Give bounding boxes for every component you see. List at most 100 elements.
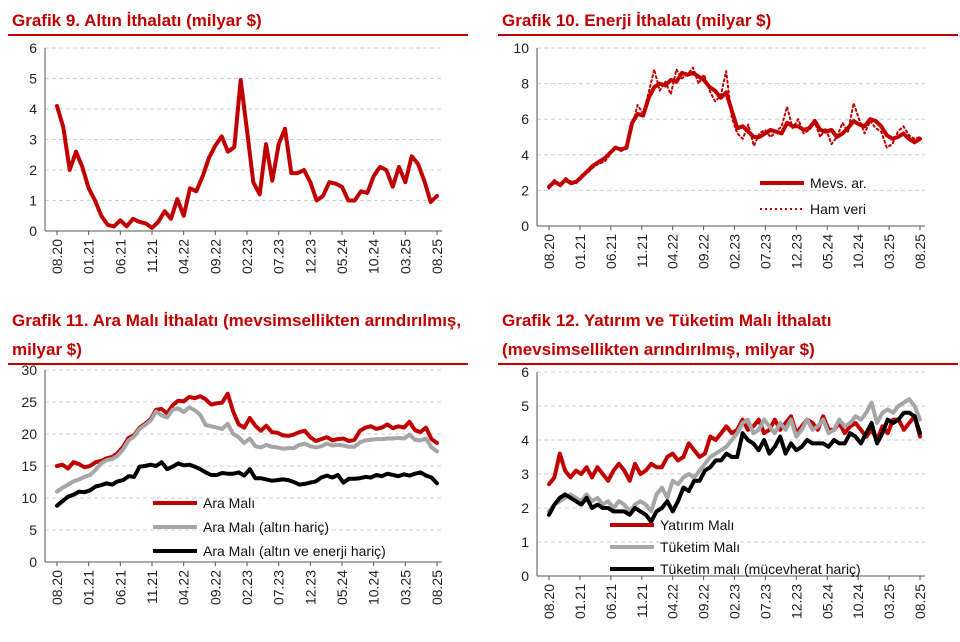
legend-label: Mevs. ar. [810,175,867,191]
x-tick-label: 07.23 [271,239,287,274]
x-tick-label: 12.23 [788,234,804,269]
y-tick-label: 0 [29,554,37,570]
x-tick-label: 10.24 [366,239,382,274]
x-tick-label: 08.25 [429,570,445,605]
energy-imports-chart: 0 2 4 6 8 10 08.20 01.21 06.21 11.21 04.22 09.22 02.… [513,40,928,269]
x-tick-label: 04.22 [665,584,681,619]
y-tick-label: 30 [21,362,37,378]
x-tick-label: 08.20 [541,584,557,619]
y-tick-label: 2 [521,500,529,516]
title-underline [8,363,468,365]
x-tick-label: 11.21 [144,570,160,604]
x-tick-label: 05.24 [819,584,835,619]
y-tick-label: 5 [29,71,37,87]
x-tick-label: 07.23 [757,584,773,619]
x-tick-label: 02.23 [727,234,743,269]
chart-title: Grafik 9. Altın İthalatı (milyar $) [12,11,262,30]
x-tick-label: 07.23 [271,570,287,605]
chart-title: Grafik 11. Ara Malı İthalatı (mevsimsell… [12,311,462,359]
x-tick-label: 05.24 [334,570,350,605]
x-tick-label: 04.22 [176,239,192,274]
x-tick-label: 10.24 [366,570,382,605]
x-tick-label: 08.25 [429,239,445,274]
series-line-2 [55,405,439,494]
y-tick-label: 6 [29,40,37,56]
investment-consumption-chart: 0 1 2 3 4 5 6 08.20 01.21 06.21 11.21 04.22 09.22 02.… [521,364,928,619]
chart-panel-gold-imports: Grafik 9. Altın İthalatı (milyar $) 0 1 2 3… [0,0,470,300]
y-tick-label: 0 [521,568,529,584]
x-tick-label: 10.24 [850,584,866,619]
x-tick-label: 06.21 [603,584,619,619]
y-tick-label: 2 [29,162,37,178]
x-tick-label: 02.23 [239,239,255,274]
chart-title: Grafik 10. Enerji İthalatı (milyar $) [502,11,772,30]
x-tick-label: 11.21 [144,239,160,273]
x-tick-label: 08.20 [49,239,65,274]
x-tick-label: 09.22 [696,234,712,269]
y-tick-label: 0 [521,218,529,234]
chart-panel-investment-consumption: Grafik 12. Yatırım ve Tüketim Malı İthal… [490,300,960,642]
x-tick-label: 06.21 [603,234,619,269]
x-tick-label: 09.22 [207,239,223,274]
y-tick-label: 15 [21,458,37,474]
series-line-1 [547,70,922,189]
x-tick-label: 05.24 [819,234,835,269]
y-tick-label: 4 [521,432,529,448]
title-underline [498,363,958,365]
y-tick-label: 6 [521,364,529,380]
legend-label: Tüketim malı (mücevherat hariç) [660,561,861,577]
x-tick-label: 06.21 [112,239,128,274]
legend-label: Tüketim Malı [660,539,740,555]
y-tick-label: 10 [21,490,37,506]
x-tick-label: 06.21 [112,570,128,605]
legend-label: Ham veri [810,201,866,217]
y-tick-label: 25 [21,394,37,410]
y-tick-label: 20 [21,426,37,442]
x-tick-label: 11.21 [634,234,650,268]
y-tick-label: 8 [521,76,529,92]
x-tick-label: 08.20 [541,234,557,269]
x-tick-label: 02.23 [239,570,255,605]
x-tick-label: 01.21 [572,584,588,619]
x-tick-label: 04.22 [665,234,681,269]
x-tick-label: 01.21 [81,239,97,274]
x-tick-label: 02.23 [727,584,743,619]
x-tick-label: 03.25 [881,584,897,619]
title-underline [8,34,468,36]
y-tick-label: 6 [521,111,529,127]
x-tick-label: 03.25 [397,239,413,274]
x-tick-label: 10.24 [850,234,866,269]
legend-label: Yatırım Malı [660,517,734,533]
y-tick-label: 2 [521,182,529,198]
intermediate-goods-chart: 0 5 10 15 20 25 30 08.20 01.21 06.21 11.21 04.22 09.… [21,362,445,605]
series-line-1 [55,78,439,230]
series-line-2 [547,397,922,514]
y-tick-label: 4 [521,147,529,163]
legend-label: Ara Malı (altın hariç) [203,519,329,535]
x-tick-label: 05.24 [334,239,350,274]
series-line-1 [547,414,922,487]
y-tick-label: 4 [29,101,37,117]
legend-label: Ara Malı (altın ve enerji hariç) [203,543,386,559]
y-tick-label: 1 [521,534,529,550]
x-tick-label: 03.25 [397,570,413,605]
series-line-3 [547,410,922,524]
x-tick-label: 04.22 [176,570,192,605]
y-tick-label: 5 [521,398,529,414]
x-tick-label: 08.25 [912,584,928,619]
title-underline [498,34,958,36]
x-tick-label: 03.25 [881,234,897,269]
series-line-2 [548,66,921,190]
y-tick-label: 0 [29,223,37,239]
chart-panel-intermediate-goods: Grafik 11. Ara Malı İthalatı (mevsimsell… [0,300,470,642]
x-tick-label: 09.22 [207,570,223,605]
chart-title: Grafik 12. Yatırım ve Tüketim Malı İthal… [502,311,832,359]
y-tick-label: 10 [513,40,529,56]
x-tick-label: 08.20 [49,570,65,605]
y-tick-label: 1 [29,193,37,209]
legend-label: Ara Malı [203,495,255,511]
x-tick-label: 08.25 [912,234,928,269]
series-line-3 [55,460,439,508]
x-tick-label: 01.21 [81,570,97,605]
y-tick-label: 3 [29,132,37,148]
